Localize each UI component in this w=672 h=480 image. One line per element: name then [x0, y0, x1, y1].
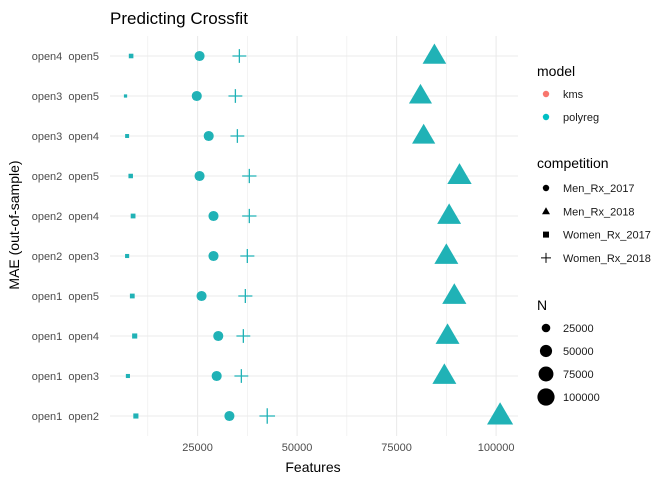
legend-label: Men_Rx_2017 [563, 183, 635, 195]
x-tick-label: 75000 [381, 442, 412, 454]
data-point [434, 243, 459, 264]
data-point [432, 363, 457, 384]
legend-label: Women_Rx_2017 [563, 230, 651, 242]
x-tick-label: 100000 [478, 442, 515, 454]
data-point [422, 43, 447, 64]
data-point [232, 49, 247, 63]
y-tick-label: open4 open5 [32, 51, 99, 63]
data-point [238, 288, 253, 304]
legend-label: Women_Rx_2018 [563, 253, 651, 265]
legend-title-size: N [537, 297, 547, 313]
legend-label: 75000 [563, 369, 594, 381]
data-point [230, 129, 245, 143]
legend-label: 100000 [563, 392, 600, 404]
legend-key-size [537, 388, 555, 406]
data-point [194, 50, 205, 62]
data-point [447, 163, 472, 184]
legend-key-size [539, 344, 553, 358]
data-point [242, 168, 257, 184]
data-point [259, 408, 276, 424]
y-tick-label: open1 open5 [32, 291, 99, 303]
legend-label: 50000 [563, 346, 594, 358]
legend-layer: model kms polyreg competition Men_Rx_2017 Men… [537, 63, 651, 406]
data-point [191, 90, 202, 102]
legend-label: polyreg [563, 112, 599, 124]
data-point [442, 283, 467, 304]
y-tick-label: open3 open5 [32, 91, 99, 103]
data-point [130, 213, 136, 219]
data-point [487, 402, 514, 425]
data-point [224, 410, 235, 422]
data-point [435, 323, 460, 344]
x-tick-label: 50000 [282, 442, 313, 454]
data-point [125, 253, 130, 259]
legend-title-model: model [537, 63, 575, 79]
legend-key-model [542, 90, 550, 98]
data-point [234, 369, 249, 383]
x-tick-label: 25000 [182, 442, 213, 454]
data-point [437, 203, 462, 224]
legend-key-shape [541, 252, 551, 263]
x-axis-title: Features [285, 459, 340, 475]
data-point [196, 290, 207, 302]
y-tick-label: open2 open5 [32, 171, 99, 183]
y-tick-label: open2 open3 [32, 251, 99, 263]
data-point [242, 208, 257, 224]
data-point [128, 53, 134, 59]
legend-key-shape [543, 231, 549, 238]
legend-key-size [541, 323, 551, 333]
legend-key-model [542, 113, 550, 121]
chart-title: Predicting Crossfit [110, 9, 248, 28]
legend-key-shape [542, 184, 550, 192]
tick-layer: 25000 50000 75000 100000 open1 open2 open1 op… [32, 51, 515, 454]
legend-key-size [538, 366, 554, 382]
data-point [211, 370, 222, 382]
data-point [125, 373, 130, 379]
data-point [228, 89, 243, 103]
data-point [123, 94, 128, 98]
y-tick-label: open1 open3 [32, 371, 99, 383]
data-point [408, 83, 433, 104]
data-point [236, 329, 251, 343]
data-point [129, 293, 135, 299]
legend-label: Men_Rx_2018 [563, 206, 635, 218]
data-point [194, 170, 205, 182]
y-tick-label: open1 open2 [32, 411, 99, 423]
data-point [240, 248, 255, 264]
data-point [128, 173, 133, 179]
y-tick-label: open2 open4 [32, 211, 99, 223]
y-tick-label: open1 open4 [32, 331, 99, 343]
data-point [132, 333, 138, 339]
data-point [125, 134, 130, 138]
legend-label: kms [563, 89, 584, 101]
legend-key-shape [542, 207, 550, 215]
data-point [203, 130, 214, 142]
points-layer [123, 43, 514, 425]
legend-title-competition: competition [537, 155, 609, 171]
data-point [213, 330, 224, 342]
legend-label: 25000 [563, 323, 594, 335]
data-point [208, 250, 219, 262]
data-point [412, 123, 436, 144]
data-point [133, 413, 139, 419]
data-point [208, 210, 219, 222]
y-tick-label: open3 open4 [32, 131, 99, 143]
y-axis-title: MAE (out-of-sample) [6, 160, 22, 289]
